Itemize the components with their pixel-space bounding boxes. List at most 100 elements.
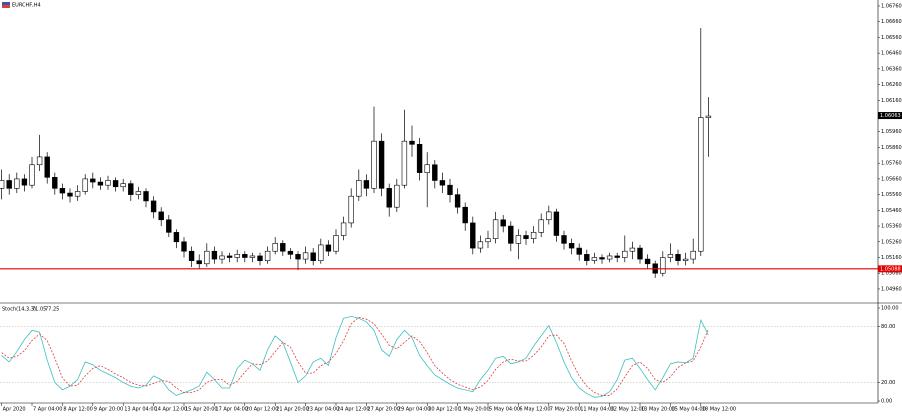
y-tick-label: 1.05760 <box>881 161 902 167</box>
candle-body <box>378 140 385 189</box>
y-tick-label: 100.00 <box>881 306 899 312</box>
candle-body <box>348 195 354 224</box>
candle-body <box>52 177 58 189</box>
candle-body <box>74 191 81 197</box>
y-tick-label: 0.00 <box>881 399 892 405</box>
bid-tag <box>878 112 902 120</box>
candle-body <box>401 140 408 186</box>
y-tick-label: 1.05260 <box>881 239 902 245</box>
candle-body <box>143 191 149 202</box>
candle-body <box>416 144 423 173</box>
x-tick-label: 29 Apr 04:00 <box>398 407 431 413</box>
x-tick-label: 8 Apr 12:00 <box>63 407 92 413</box>
candle-body <box>371 140 377 189</box>
candle-body <box>14 178 20 189</box>
candle-body <box>295 254 301 260</box>
candle-body <box>82 178 88 192</box>
candle-body <box>280 243 286 252</box>
candle-body <box>363 180 370 189</box>
candle-body <box>409 140 415 145</box>
candle-body <box>614 255 620 258</box>
candle-body <box>591 257 598 261</box>
candle-body <box>447 184 453 195</box>
x-tick-label: 18 May 12:00 <box>702 407 736 413</box>
candle-body <box>249 255 256 258</box>
candle-body <box>462 206 468 224</box>
x-tick-label: 1 May 20:00 <box>459 407 490 413</box>
candle-body <box>29 164 35 186</box>
candle-body <box>470 222 476 249</box>
x-tick-label: 14 Apr 12:00 <box>155 407 188 413</box>
candle-body <box>492 219 499 239</box>
candle-body <box>439 180 446 186</box>
candle-body <box>682 258 689 261</box>
x-tick-label: 9 Apr 20:00 <box>94 407 123 413</box>
candle-body <box>698 117 704 252</box>
y-tick-label: 1.05360 <box>881 224 902 230</box>
indicator-title: Stoch(14,3,3) <box>2 307 36 313</box>
candle-body <box>128 183 134 195</box>
candle-body <box>340 222 347 236</box>
candle-body <box>325 244 332 252</box>
candle-body <box>606 255 613 260</box>
candle-body <box>120 183 126 188</box>
candle-body <box>675 254 681 261</box>
indicator-signal-value: 77.25 <box>45 307 59 313</box>
candle-body <box>568 243 575 249</box>
candle-body <box>67 192 73 197</box>
x-tick-label: 12 May 12:00 <box>611 407 645 413</box>
candle-body <box>637 247 643 260</box>
y-tick-label: 80.00 <box>881 324 895 330</box>
candle-body <box>546 211 552 221</box>
candle-body <box>705 115 712 118</box>
candle-body <box>150 200 157 213</box>
indicator-main-value: 71.05 <box>32 307 46 313</box>
candle-body <box>196 260 202 265</box>
candle-body <box>667 254 674 258</box>
symbol-flag <box>2 2 10 8</box>
candle-body <box>6 180 12 189</box>
bid-label: 1.06063 <box>880 113 901 119</box>
candle-body <box>538 219 544 233</box>
x-tick-label: Apr 2020 <box>3 407 26 413</box>
y-tick-label: 1.06260 <box>881 82 902 88</box>
candle-body <box>59 188 66 194</box>
candle-body <box>21 178 28 186</box>
candle-body <box>318 244 324 261</box>
candle-body <box>432 164 438 181</box>
candle-body <box>36 156 43 166</box>
x-tick-label: 13 May 20:00 <box>641 407 675 413</box>
candle-body <box>622 250 628 258</box>
x-tick-label: 27 Apr 20:00 <box>367 407 400 413</box>
candle-body <box>158 211 164 221</box>
candle-body <box>515 235 522 244</box>
x-tick-label: 15 May 04:00 <box>671 407 705 413</box>
candle-body <box>90 178 96 183</box>
candle-body <box>530 232 537 239</box>
candle-body <box>287 250 294 255</box>
candle-body <box>211 250 218 260</box>
candle-body <box>204 250 210 265</box>
candle-body <box>629 247 636 252</box>
candle-body <box>310 252 316 261</box>
x-tick-label: 24 Apr 12:00 <box>337 407 370 413</box>
candle-body <box>135 191 142 195</box>
y-tick-label: 1.05860 <box>881 145 902 151</box>
y-tick-label: 1.05460 <box>881 208 902 214</box>
stoch-main-line <box>1 315 709 398</box>
x-tick-label: 17 Apr 04:00 <box>215 407 248 413</box>
y-tick-label: 1.04960 <box>881 286 902 292</box>
candle-body <box>553 211 560 236</box>
candle-body <box>424 164 430 173</box>
x-tick-label: 30 Apr 12:00 <box>428 407 461 413</box>
y-tick-label: 1.06560 <box>881 35 902 41</box>
candle-body <box>454 194 461 208</box>
candle-body <box>644 258 651 265</box>
candle-body <box>333 235 339 252</box>
candle-body <box>264 250 271 261</box>
candle-body <box>356 180 362 197</box>
x-tick-label: 5 May 04:00 <box>489 407 520 413</box>
